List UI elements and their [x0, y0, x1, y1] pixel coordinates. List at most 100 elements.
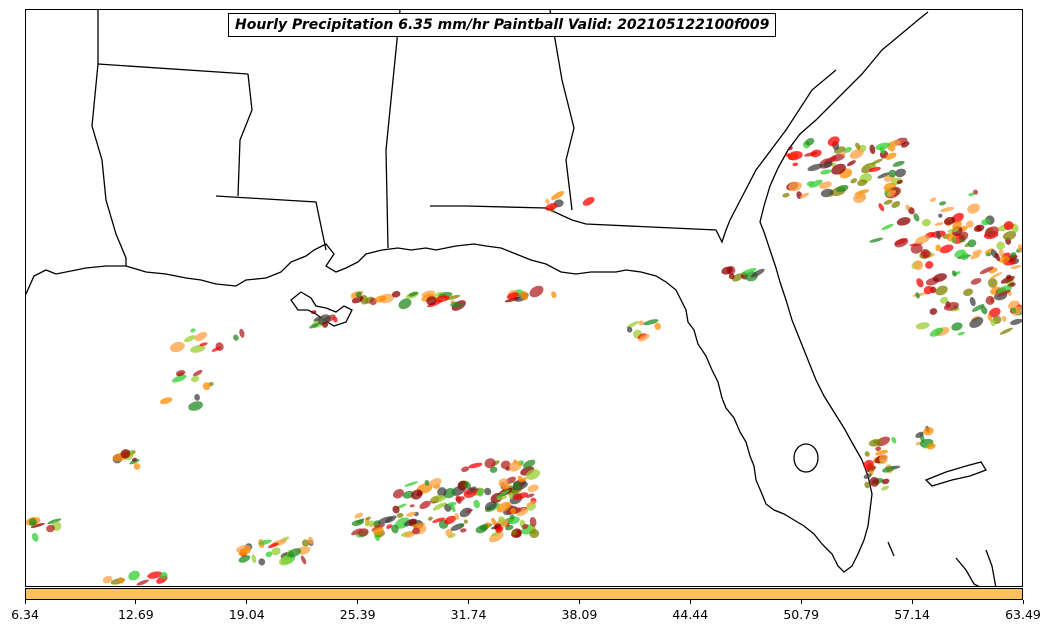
precip-blob: [332, 316, 338, 323]
precip-blob: [365, 516, 371, 521]
precip-blob: [525, 469, 541, 480]
precip-blob: [870, 158, 883, 165]
precip-blob: [806, 180, 814, 186]
precip-blob: [830, 153, 845, 162]
precip-blob: [322, 321, 329, 328]
precip-blob: [136, 579, 149, 586]
colorbar-tick-label: 44.44: [672, 607, 709, 622]
precip-blob: [469, 486, 477, 492]
precip-blob: [582, 197, 595, 206]
precip-blob: [1000, 275, 1015, 284]
precip-blob: [626, 326, 633, 333]
precip-blob: [300, 555, 307, 565]
colorbar-tick-label: 50.79: [783, 607, 820, 622]
state-border-la-ms: [215, 195, 327, 251]
precip-blob: [194, 394, 200, 401]
precip-blob: [855, 142, 861, 150]
precip-blob: [943, 302, 959, 311]
precip-blob: [480, 523, 489, 532]
precip-blob: [915, 322, 930, 330]
precip-blob: [411, 522, 426, 527]
precip-blob: [238, 555, 251, 563]
precip-blob: [915, 431, 924, 439]
precip-blob: [551, 191, 565, 200]
precip-blob: [952, 221, 963, 230]
bahamas-island: [985, 549, 997, 586]
precip-blob: [396, 512, 404, 518]
state-border-ms-al: [385, 10, 401, 249]
precip-blob: [386, 524, 393, 530]
precip-blob: [465, 508, 473, 513]
precip-blob: [638, 333, 650, 342]
colorbar-tick: [135, 600, 137, 604]
precip-blob: [520, 290, 529, 301]
precip-blob: [454, 512, 460, 520]
precip-blob: [374, 295, 387, 303]
precip-blob: [460, 528, 467, 533]
precip-blob: [863, 459, 874, 470]
lake-okeechobee: [793, 443, 819, 473]
precip-blob: [926, 443, 936, 450]
precip-blob: [468, 462, 483, 469]
precip-blob: [885, 152, 897, 160]
precip-blob: [504, 524, 514, 531]
precip-blob: [46, 524, 55, 533]
colorbar-tick-label: 19.04: [228, 607, 265, 622]
precip-blob: [1022, 290, 1023, 298]
precip-blob: [921, 218, 931, 227]
precip-blob: [998, 255, 1011, 264]
gulf-coast-west: [26, 11, 929, 573]
precip-blob: [484, 458, 496, 469]
precip-blob: [511, 529, 517, 535]
precip-blob: [424, 480, 430, 486]
precip-blob: [437, 487, 447, 497]
precip-blob: [160, 571, 168, 579]
precip-blob: [788, 181, 802, 192]
precip-blob: [916, 278, 924, 288]
precip-blob: [408, 291, 419, 297]
state-border-tx-la: [91, 10, 127, 266]
precip-blob: [626, 321, 639, 329]
precip-blob: [968, 192, 975, 197]
precip-blob: [987, 313, 993, 322]
precip-blob: [251, 554, 257, 564]
precip-blob: [526, 500, 537, 506]
precip-blob: [638, 320, 644, 326]
precip-blob: [28, 518, 37, 526]
precip-blob: [444, 515, 457, 525]
precip-blob: [271, 547, 281, 556]
precip-blob: [973, 224, 985, 232]
precip-blob: [192, 369, 203, 377]
precip-blob: [527, 484, 539, 493]
colorbar-tick: [24, 600, 26, 604]
precip-blob: [496, 501, 511, 513]
precip-blob: [835, 184, 849, 193]
precip-blob: [943, 216, 956, 225]
precip-blob: [278, 556, 292, 566]
precip-blob: [102, 575, 113, 584]
precip-blob: [810, 149, 822, 158]
precip-blob: [820, 169, 832, 175]
precip-blob: [131, 457, 137, 462]
precip-blob: [461, 466, 470, 473]
precip-blob: [147, 571, 163, 579]
precip-blob: [391, 290, 401, 298]
colorbar-tick-label: 57.14: [894, 607, 930, 622]
precip-blob: [792, 162, 799, 167]
precip-blob: [512, 481, 520, 490]
precip-blob: [522, 523, 529, 530]
precip-blob: [364, 520, 375, 527]
precip-blob: [913, 213, 920, 222]
precip-blob: [988, 307, 1001, 318]
precip-blob: [1010, 265, 1022, 269]
precip-blob: [419, 500, 431, 510]
precip-blob: [934, 222, 944, 226]
precip-blob: [957, 331, 965, 336]
precip-blob: [970, 278, 982, 285]
precip-blob: [732, 273, 744, 282]
precip-blob: [892, 160, 905, 167]
precip-blob: [427, 516, 433, 521]
colorbar-tick-label: 6.34: [11, 607, 39, 622]
precip-blob: [981, 218, 991, 226]
precip-blob: [864, 451, 870, 457]
